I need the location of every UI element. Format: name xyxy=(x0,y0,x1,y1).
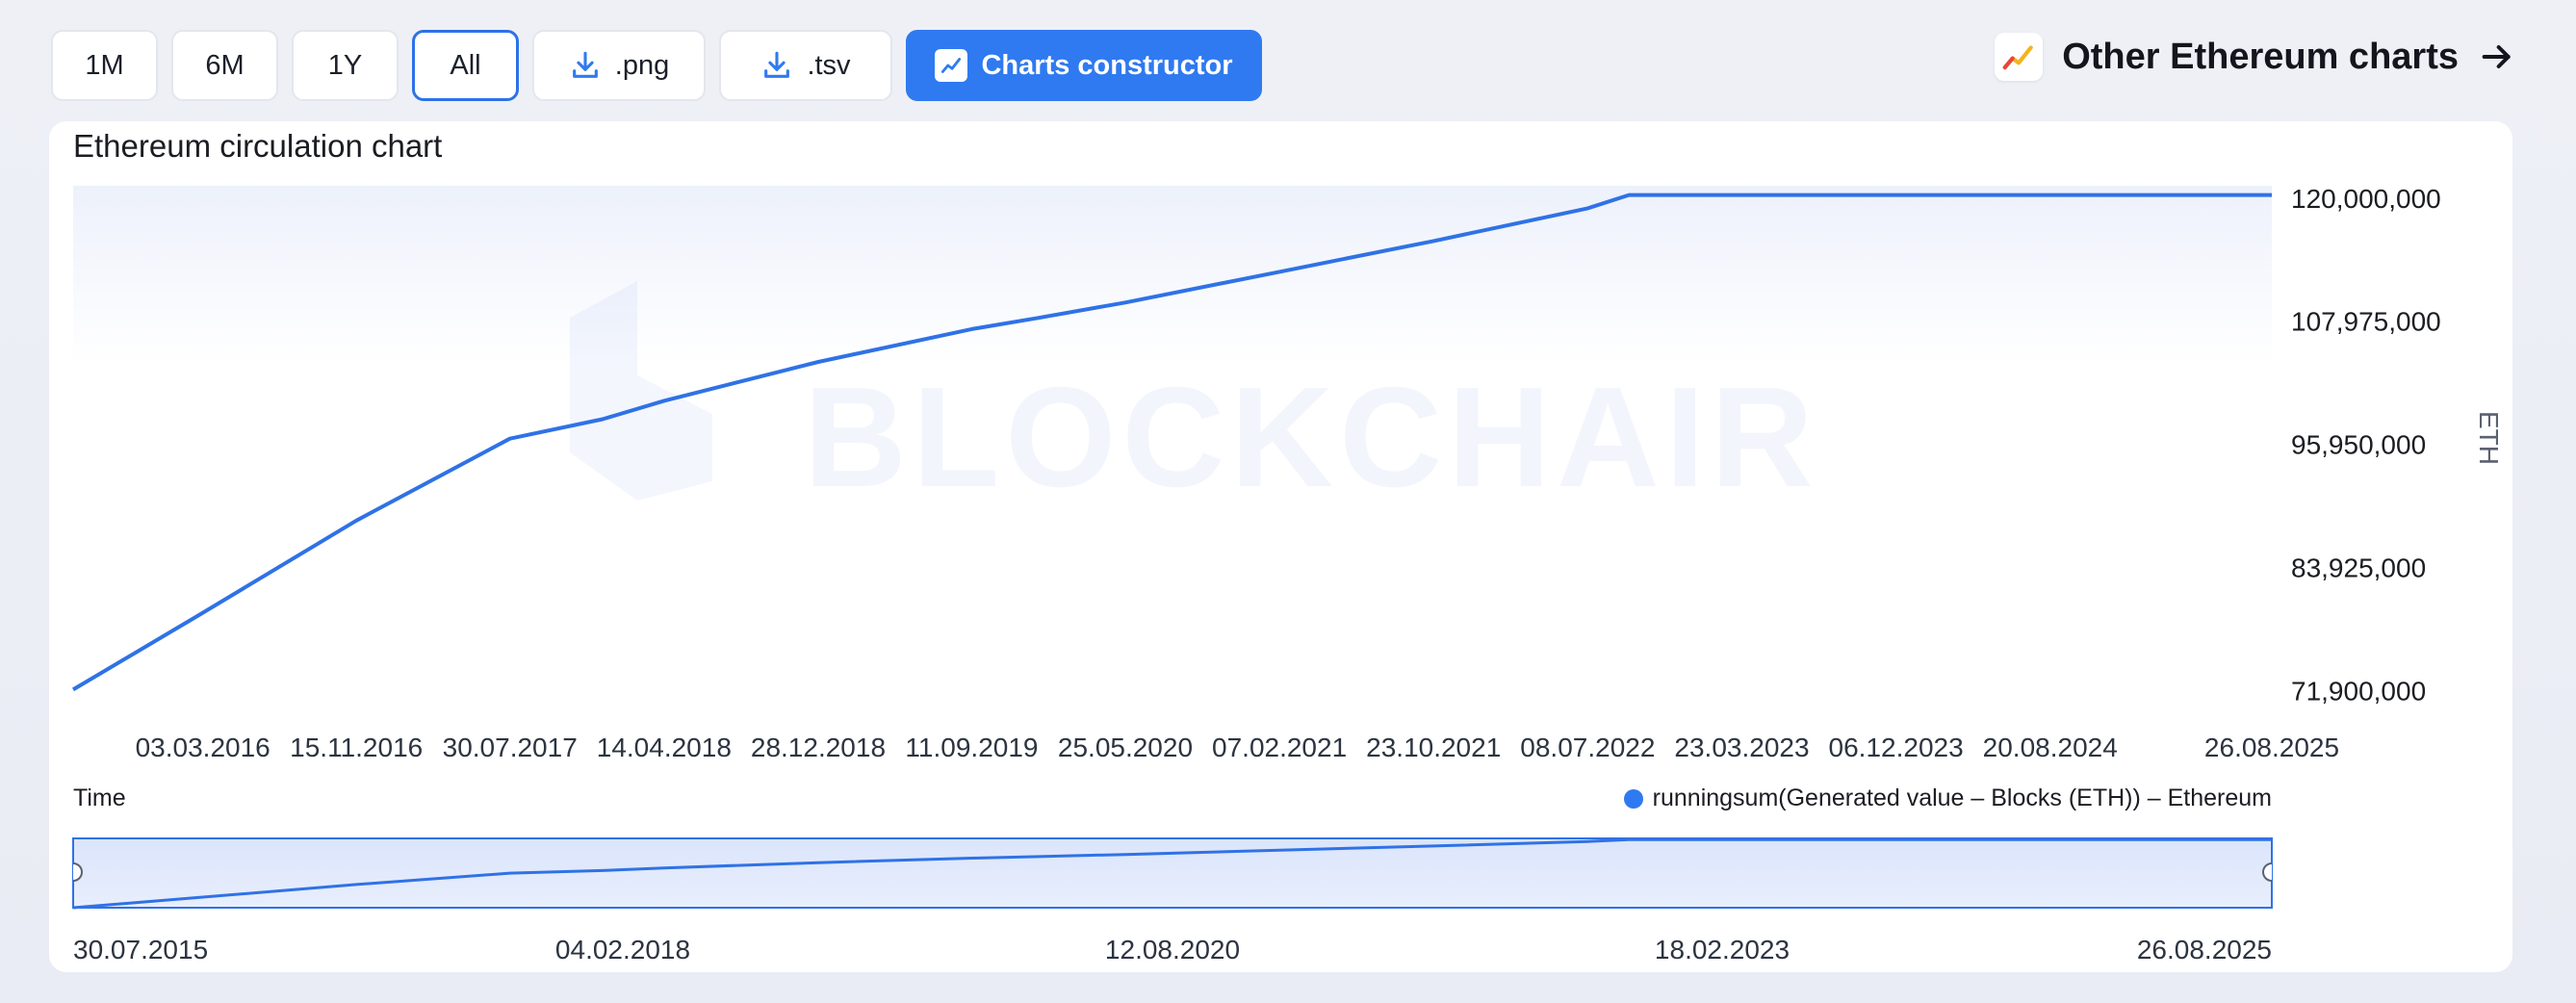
x-tick-label: 14.04.2018 xyxy=(597,733,732,762)
x-tick-label: 28.12.2018 xyxy=(751,733,886,762)
charts-constructor-button[interactable]: Charts constructor xyxy=(906,30,1262,101)
download-png-label: .png xyxy=(614,49,670,81)
legend[interactable]: runningsum(Generated value – Blocks (ETH… xyxy=(1623,784,2272,812)
navigator-date-label: 12.08.2020 xyxy=(1105,935,1240,964)
y-tick-label: 107,975,000 xyxy=(2291,307,2441,337)
chart-line-icon xyxy=(935,49,968,82)
series-line-eth-supply xyxy=(71,193,2272,692)
chart-title: Ethereum circulation chart xyxy=(73,128,443,164)
x-tick-label: 07.02.2021 xyxy=(1212,733,1347,762)
range-all-button[interactable]: All xyxy=(412,30,519,101)
blockchair-logo-icon xyxy=(570,281,712,501)
x-tick-label: 23.10.2021 xyxy=(1366,733,1501,762)
navigator-series-line xyxy=(72,837,2272,910)
y-axis: 120,000,000 107,975,000 95,950,000 83,925,0… xyxy=(2291,184,2441,707)
y-tick-label: 71,900,000 xyxy=(2291,676,2426,706)
legend-marker xyxy=(1623,788,1643,809)
navigator-right-handle[interactable] xyxy=(2262,838,2273,908)
x-tick-label: 25.05.2020 xyxy=(1058,733,1193,762)
download-tsv-label: .tsv xyxy=(807,49,851,81)
range-6m-button[interactable]: 6M xyxy=(171,30,278,101)
x-tick-label: 08.07.2022 xyxy=(1520,733,1655,762)
download-tsv-button[interactable]: .tsv xyxy=(719,30,892,101)
watermark: BLOCKCHAIR xyxy=(570,281,1819,517)
range-1y-button[interactable]: 1Y xyxy=(292,30,399,101)
other-ethereum-charts-link[interactable]: Other Ethereum charts xyxy=(1995,29,2516,85)
y-tick-label: 83,925,000 xyxy=(2291,553,2426,583)
navigator-date-label: 26.08.2025 xyxy=(2137,935,2272,964)
plot-area[interactable] xyxy=(73,186,2272,700)
y-axis-unit-label: ETH xyxy=(2474,411,2504,465)
x-axis-label: Time xyxy=(73,784,126,811)
download-png-button[interactable]: .png xyxy=(532,30,706,101)
navigator-date-label: 18.02.2023 xyxy=(1655,935,1790,964)
navigator-date-labels: 30.07.2015 04.02.2018 12.08.2020 18.02.2023… xyxy=(73,935,2272,964)
download-icon xyxy=(572,51,598,78)
x-tick-label: 20.08.2024 xyxy=(1983,733,2118,762)
download-icon xyxy=(764,51,790,78)
arrow-right-icon xyxy=(2482,45,2511,68)
charts-constructor-label: Charts constructor xyxy=(981,49,1233,81)
x-tick-label: 06.12.2023 xyxy=(1829,733,1964,762)
navigator-window[interactable] xyxy=(72,837,2273,909)
navigator-left-handle[interactable] xyxy=(72,838,83,908)
x-tick-label: 15.11.2016 xyxy=(290,733,423,762)
x-tick-label: 26.08.2025 xyxy=(2204,733,2339,762)
range-toolbar: 1M 6M 1Y All .png .tsv Charts constructo… xyxy=(51,30,1262,101)
x-tick-label: 30.07.2017 xyxy=(443,733,578,762)
legend-series-label: runningsum(Generated value – Blocks (ETH… xyxy=(1652,784,2272,811)
range-1m-button[interactable]: 1M xyxy=(51,30,158,101)
navigator-date-label: 30.07.2015 xyxy=(73,935,208,964)
x-axis: 03.03.2016 15.11.2016 30.07.2017 14.04.2018… xyxy=(136,733,2339,762)
x-tick-label: 03.03.2016 xyxy=(136,733,270,762)
trend-chart-icon xyxy=(1995,33,2044,81)
other-charts-label: Other Ethereum charts xyxy=(2062,36,2459,77)
navigator[interactable] xyxy=(72,837,2273,910)
x-tick-label: 11.09.2019 xyxy=(905,733,1038,762)
navigator-date-label: 04.02.2018 xyxy=(555,935,690,964)
watermark-text: BLOCKCHAIR xyxy=(804,358,1819,517)
y-tick-label: 120,000,000 xyxy=(2291,184,2441,214)
y-tick-label: 95,950,000 xyxy=(2291,430,2426,460)
x-tick-label: 23.03.2023 xyxy=(1674,733,1809,762)
